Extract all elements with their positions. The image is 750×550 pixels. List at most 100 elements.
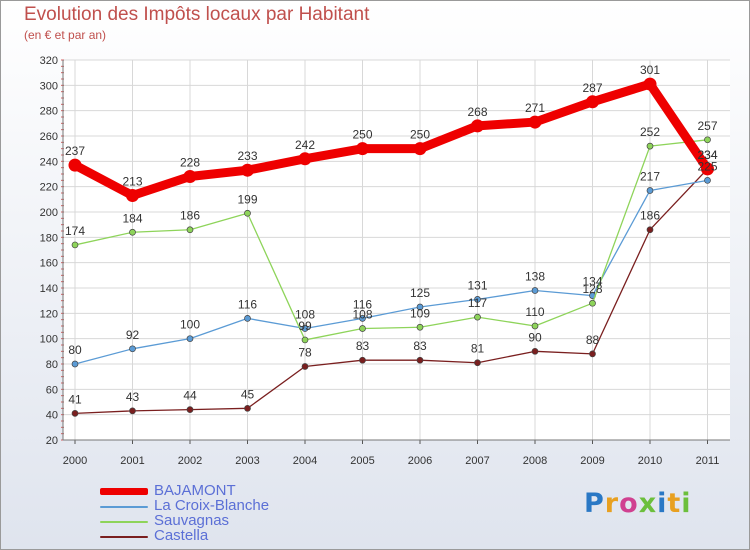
data-label: 217 bbox=[640, 169, 660, 183]
data-point bbox=[416, 356, 424, 364]
data-point bbox=[589, 299, 596, 307]
data-label: 186 bbox=[180, 209, 200, 223]
legend-label-la-croix-blanche: La Croix-Blanche bbox=[154, 497, 270, 514]
data-point bbox=[298, 152, 312, 166]
data-point bbox=[301, 325, 309, 332]
data-label: 257 bbox=[697, 119, 717, 133]
data-point bbox=[643, 77, 657, 91]
x-tick-label: 2005 bbox=[350, 455, 374, 467]
data-label: 45 bbox=[241, 387, 255, 401]
y-tick-label: 240 bbox=[40, 156, 58, 168]
data-point bbox=[129, 228, 136, 236]
data-label: 271 bbox=[525, 101, 545, 115]
series-line-castella bbox=[74, 168, 709, 415]
series-line-sauvagnas bbox=[74, 139, 709, 341]
data-label: 131 bbox=[467, 278, 487, 292]
x-tick-label: 2000 bbox=[63, 455, 87, 467]
data-label: 109 bbox=[410, 306, 430, 320]
x-tick-label: 2008 bbox=[523, 455, 547, 467]
y-tick-label: 140 bbox=[40, 283, 58, 295]
data-label: 250 bbox=[410, 128, 430, 142]
data-label: 80 bbox=[68, 343, 82, 357]
data-point bbox=[646, 187, 654, 194]
logo-letter: x bbox=[638, 488, 658, 519]
y-tick-label: 40 bbox=[46, 410, 58, 422]
data-point bbox=[244, 315, 251, 322]
chart-subtitle: (en € et par an) bbox=[24, 28, 107, 42]
data-label: 242 bbox=[295, 138, 315, 152]
data-label: 44 bbox=[183, 389, 197, 403]
data-point bbox=[244, 404, 251, 412]
data-label: 110 bbox=[525, 305, 544, 319]
data-point bbox=[186, 406, 194, 413]
data-point bbox=[416, 303, 424, 311]
data-point bbox=[474, 359, 481, 367]
legend-swatch-la-croix-blanche bbox=[100, 506, 148, 508]
data-label: 186 bbox=[640, 209, 660, 223]
data-label: 83 bbox=[413, 339, 427, 353]
data-label: 83 bbox=[356, 339, 370, 353]
data-label: 116 bbox=[353, 297, 372, 311]
data-label: 81 bbox=[471, 342, 485, 356]
data-point bbox=[241, 163, 254, 177]
data-label: 125 bbox=[410, 286, 430, 300]
y-tick-label: 60 bbox=[46, 384, 58, 396]
data-point bbox=[646, 226, 654, 234]
data-label: 287 bbox=[582, 81, 602, 95]
x-tick-label: 2002 bbox=[178, 455, 202, 467]
data-label: 213 bbox=[122, 175, 142, 189]
x-tick-label: 2001 bbox=[120, 455, 144, 467]
series-line-bajamont bbox=[70, 79, 712, 201]
legend-label-bajamont: BAJAMONT bbox=[154, 482, 236, 499]
data-point bbox=[126, 189, 139, 203]
logo-letter: o bbox=[619, 488, 639, 519]
data-label: 268 bbox=[467, 105, 487, 119]
data-point bbox=[531, 322, 539, 330]
legend-label-castella: Castella bbox=[154, 527, 209, 544]
proxiti-logo[interactable]: Proxiti bbox=[584, 488, 692, 519]
data-point bbox=[71, 241, 79, 249]
data-label: 128 bbox=[582, 282, 602, 296]
data-point bbox=[68, 158, 82, 172]
data-label: 78 bbox=[298, 346, 312, 360]
data-point bbox=[704, 176, 711, 184]
data-label: 108 bbox=[352, 308, 372, 322]
x-tick-label: 2007 bbox=[465, 455, 489, 467]
data-label: 43 bbox=[126, 390, 140, 404]
logo-letter: i bbox=[681, 488, 692, 519]
data-label: 233 bbox=[237, 149, 257, 163]
data-label: 199 bbox=[237, 192, 257, 206]
y-tick-label: 20 bbox=[46, 435, 58, 447]
data-label: 184 bbox=[122, 211, 142, 225]
legend-swatch-sauvagnas bbox=[100, 521, 148, 523]
data-point bbox=[301, 336, 309, 344]
legend-swatch-bajamont bbox=[100, 488, 148, 495]
data-label: 228 bbox=[180, 156, 200, 170]
y-tick-label: 100 bbox=[40, 334, 58, 346]
data-label: 301 bbox=[640, 63, 660, 77]
data-label: 250 bbox=[352, 128, 372, 142]
legend-swatch-castella bbox=[100, 536, 148, 538]
y-tick-label: 120 bbox=[40, 308, 58, 320]
data-point bbox=[646, 142, 654, 150]
y-tick-label: 80 bbox=[46, 359, 58, 371]
data-point bbox=[359, 315, 366, 322]
data-point bbox=[474, 313, 481, 321]
data-point bbox=[528, 115, 542, 129]
data-label: 134 bbox=[582, 275, 602, 289]
data-point bbox=[186, 335, 194, 343]
data-point bbox=[531, 287, 539, 294]
data-label: 117 bbox=[468, 296, 487, 310]
data-label: 99 bbox=[298, 319, 312, 333]
data-point bbox=[301, 363, 309, 370]
y-tick-label: 160 bbox=[40, 258, 58, 270]
data-point bbox=[186, 226, 194, 234]
data-point bbox=[359, 356, 366, 364]
data-point bbox=[71, 360, 79, 368]
data-label: 90 bbox=[528, 330, 542, 344]
y-tick-label: 300 bbox=[40, 80, 58, 92]
data-label: 88 bbox=[586, 333, 600, 347]
data-point bbox=[413, 142, 427, 156]
data-point bbox=[471, 119, 484, 133]
